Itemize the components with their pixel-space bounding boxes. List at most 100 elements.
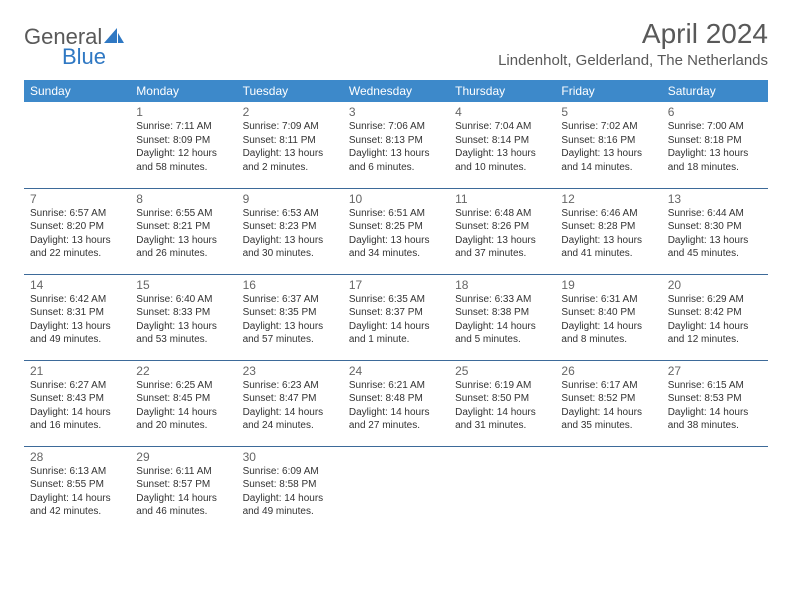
title-block: April 2024 Lindenholt, Gelderland, The N… (498, 18, 768, 69)
daylight-text-2: and 1 minute. (349, 333, 443, 347)
day-number: 1 (136, 105, 230, 119)
day-number: 26 (561, 364, 655, 378)
day-number: 13 (668, 192, 762, 206)
weekday-header: Friday (555, 80, 661, 102)
daylight-text-2: and 8 minutes. (561, 333, 655, 347)
daylight-text-1: Daylight: 14 hours (243, 492, 337, 506)
brand-part2: Blue (62, 44, 106, 70)
daylight-text-2: and 12 minutes. (668, 333, 762, 347)
daylight-text-2: and 38 minutes. (668, 419, 762, 433)
sunrise-text: Sunrise: 6:57 AM (30, 207, 124, 221)
calendar-week-row: 7Sunrise: 6:57 AMSunset: 8:20 PMDaylight… (24, 188, 768, 274)
daylight-text-2: and 42 minutes. (30, 505, 124, 519)
day-info: Sunrise: 6:42 AMSunset: 8:31 PMDaylight:… (30, 293, 124, 347)
daylight-text-1: Daylight: 13 hours (136, 234, 230, 248)
daylight-text-1: Daylight: 12 hours (136, 147, 230, 161)
sunrise-text: Sunrise: 6:35 AM (349, 293, 443, 307)
sunrise-text: Sunrise: 6:40 AM (136, 293, 230, 307)
sunrise-text: Sunrise: 6:11 AM (136, 465, 230, 479)
calendar-body: 1Sunrise: 7:11 AMSunset: 8:09 PMDaylight… (24, 102, 768, 532)
daylight-text-1: Daylight: 14 hours (561, 406, 655, 420)
daylight-text-1: Daylight: 13 hours (455, 147, 549, 161)
day-number: 14 (30, 278, 124, 292)
day-info: Sunrise: 6:25 AMSunset: 8:45 PMDaylight:… (136, 379, 230, 433)
daylight-text-2: and 41 minutes. (561, 247, 655, 261)
daylight-text-2: and 24 minutes. (243, 419, 337, 433)
daylight-text-1: Daylight: 14 hours (455, 406, 549, 420)
daylight-text-1: Daylight: 13 hours (561, 147, 655, 161)
header: GeneralBlue April 2024 Lindenholt, Gelde… (24, 18, 768, 70)
daylight-text-2: and 49 minutes. (243, 505, 337, 519)
day-number: 3 (349, 105, 443, 119)
sunrise-text: Sunrise: 6:27 AM (30, 379, 124, 393)
calendar-day-cell: 3Sunrise: 7:06 AMSunset: 8:13 PMDaylight… (343, 102, 449, 188)
daylight-text-1: Daylight: 14 hours (30, 406, 124, 420)
sunset-text: Sunset: 8:42 PM (668, 306, 762, 320)
calendar-week-row: 21Sunrise: 6:27 AMSunset: 8:43 PMDayligh… (24, 360, 768, 446)
calendar-day-cell: 17Sunrise: 6:35 AMSunset: 8:37 PMDayligh… (343, 274, 449, 360)
sunrise-text: Sunrise: 6:21 AM (349, 379, 443, 393)
sunrise-text: Sunrise: 6:37 AM (243, 293, 337, 307)
sunrise-text: Sunrise: 6:44 AM (668, 207, 762, 221)
day-info: Sunrise: 7:00 AMSunset: 8:18 PMDaylight:… (668, 120, 762, 174)
day-info: Sunrise: 6:11 AMSunset: 8:57 PMDaylight:… (136, 465, 230, 519)
calendar-day-cell: 21Sunrise: 6:27 AMSunset: 8:43 PMDayligh… (24, 360, 130, 446)
sunset-text: Sunset: 8:25 PM (349, 220, 443, 234)
sunrise-text: Sunrise: 7:00 AM (668, 120, 762, 134)
weekday-header: Tuesday (237, 80, 343, 102)
day-number: 11 (455, 192, 549, 206)
day-number: 20 (668, 278, 762, 292)
daylight-text-1: Daylight: 13 hours (243, 234, 337, 248)
sunset-text: Sunset: 8:14 PM (455, 134, 549, 148)
sunrise-text: Sunrise: 6:33 AM (455, 293, 549, 307)
sunrise-text: Sunrise: 6:19 AM (455, 379, 549, 393)
sunset-text: Sunset: 8:48 PM (349, 392, 443, 406)
day-number: 23 (243, 364, 337, 378)
daylight-text-1: Daylight: 14 hours (30, 492, 124, 506)
day-number: 9 (243, 192, 337, 206)
day-info: Sunrise: 6:21 AMSunset: 8:48 PMDaylight:… (349, 379, 443, 433)
day-number: 2 (243, 105, 337, 119)
daylight-text-2: and 10 minutes. (455, 161, 549, 175)
calendar-day-cell (662, 446, 768, 532)
weekday-header: Sunday (24, 80, 130, 102)
daylight-text-1: Daylight: 14 hours (455, 320, 549, 334)
day-info: Sunrise: 6:33 AMSunset: 8:38 PMDaylight:… (455, 293, 549, 347)
day-info: Sunrise: 6:31 AMSunset: 8:40 PMDaylight:… (561, 293, 655, 347)
calendar-week-row: 14Sunrise: 6:42 AMSunset: 8:31 PMDayligh… (24, 274, 768, 360)
day-info: Sunrise: 6:55 AMSunset: 8:21 PMDaylight:… (136, 207, 230, 261)
weekday-header: Saturday (662, 80, 768, 102)
day-info: Sunrise: 6:44 AMSunset: 8:30 PMDaylight:… (668, 207, 762, 261)
sunrise-text: Sunrise: 6:09 AM (243, 465, 337, 479)
calendar-day-cell: 19Sunrise: 6:31 AMSunset: 8:40 PMDayligh… (555, 274, 661, 360)
sunset-text: Sunset: 8:11 PM (243, 134, 337, 148)
sunset-text: Sunset: 8:45 PM (136, 392, 230, 406)
day-info: Sunrise: 6:51 AMSunset: 8:25 PMDaylight:… (349, 207, 443, 261)
sunset-text: Sunset: 8:09 PM (136, 134, 230, 148)
daylight-text-2: and 16 minutes. (30, 419, 124, 433)
calendar-day-cell: 1Sunrise: 7:11 AMSunset: 8:09 PMDaylight… (130, 102, 236, 188)
calendar-table: Sunday Monday Tuesday Wednesday Thursday… (24, 80, 768, 532)
calendar-day-cell: 29Sunrise: 6:11 AMSunset: 8:57 PMDayligh… (130, 446, 236, 532)
sunset-text: Sunset: 8:23 PM (243, 220, 337, 234)
daylight-text-1: Daylight: 14 hours (349, 406, 443, 420)
day-number: 12 (561, 192, 655, 206)
sunrise-text: Sunrise: 7:11 AM (136, 120, 230, 134)
day-number: 30 (243, 450, 337, 464)
calendar-day-cell: 6Sunrise: 7:00 AMSunset: 8:18 PMDaylight… (662, 102, 768, 188)
daylight-text-1: Daylight: 14 hours (668, 320, 762, 334)
day-info: Sunrise: 6:27 AMSunset: 8:43 PMDaylight:… (30, 379, 124, 433)
calendar-day-cell: 22Sunrise: 6:25 AMSunset: 8:45 PMDayligh… (130, 360, 236, 446)
daylight-text-2: and 30 minutes. (243, 247, 337, 261)
day-number: 5 (561, 105, 655, 119)
sunset-text: Sunset: 8:13 PM (349, 134, 443, 148)
daylight-text-2: and 35 minutes. (561, 419, 655, 433)
daylight-text-2: and 14 minutes. (561, 161, 655, 175)
calendar-day-cell: 8Sunrise: 6:55 AMSunset: 8:21 PMDaylight… (130, 188, 236, 274)
day-info: Sunrise: 6:57 AMSunset: 8:20 PMDaylight:… (30, 207, 124, 261)
calendar-day-cell: 26Sunrise: 6:17 AMSunset: 8:52 PMDayligh… (555, 360, 661, 446)
daylight-text-1: Daylight: 13 hours (30, 234, 124, 248)
sunset-text: Sunset: 8:26 PM (455, 220, 549, 234)
daylight-text-1: Daylight: 13 hours (455, 234, 549, 248)
daylight-text-2: and 18 minutes. (668, 161, 762, 175)
